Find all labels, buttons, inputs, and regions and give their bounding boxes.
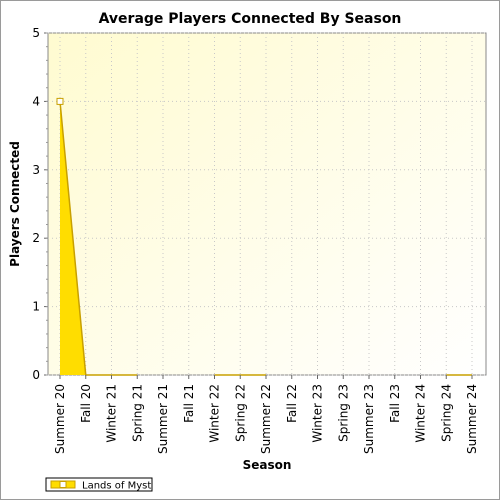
legend-label-lands-of-myst: Lands of Myst — [82, 481, 151, 492]
x-tick-label: Spring 23 — [336, 384, 350, 442]
x-tick-label: Winter 22 — [208, 384, 222, 443]
x-tick-label: Fall 22 — [285, 384, 299, 423]
x-tick-label: Winter 24 — [414, 384, 428, 443]
x-tick-label: Spring 24 — [439, 384, 453, 442]
x-axis-ticks: Summer 20 Fall 20 Winter 21 Spring 21 Summer… — [53, 375, 479, 454]
x-tick-label: Spring 21 — [130, 384, 144, 442]
series-line — [59, 101, 138, 376]
y-tick-label: 1 — [32, 300, 40, 314]
legend-marker — [59, 481, 67, 488]
x-tick-label: Fall 23 — [388, 384, 402, 423]
x-tick-label: Summer 22 — [259, 384, 273, 454]
chart-title: Average Players Connected By Season — [99, 11, 402, 27]
x-tick-label: Winter 23 — [311, 384, 325, 443]
x-tick-label: Summer 20 — [53, 384, 67, 454]
legend: Lands of Myst — [45, 477, 153, 492]
data-point-marker — [56, 97, 64, 105]
x-axis-label: Season — [243, 458, 292, 472]
x-tick-label: Summer 24 — [465, 384, 479, 454]
x-tick-label: Winter 21 — [105, 384, 119, 443]
x-tick-label: Fall 21 — [182, 384, 196, 423]
y-tick-label: 3 — [32, 163, 40, 177]
x-tick-label: Summer 21 — [156, 384, 170, 454]
y-tick-label: 5 — [32, 26, 40, 40]
x-tick-label: Spring 22 — [233, 384, 247, 442]
y-tick-label: 2 — [32, 231, 40, 245]
plot-area — [47, 32, 487, 376]
y-axis-label: Players Connected — [8, 141, 22, 267]
y-axis-ticks: 0 1 2 3 4 5 — [32, 26, 48, 382]
grid-lines — [48, 32, 486, 376]
y-tick-label: 4 — [32, 94, 40, 108]
y-tick-label: 0 — [32, 368, 40, 382]
x-tick-label: Fall 20 — [79, 384, 93, 423]
x-tick-label: Summer 23 — [362, 384, 376, 454]
